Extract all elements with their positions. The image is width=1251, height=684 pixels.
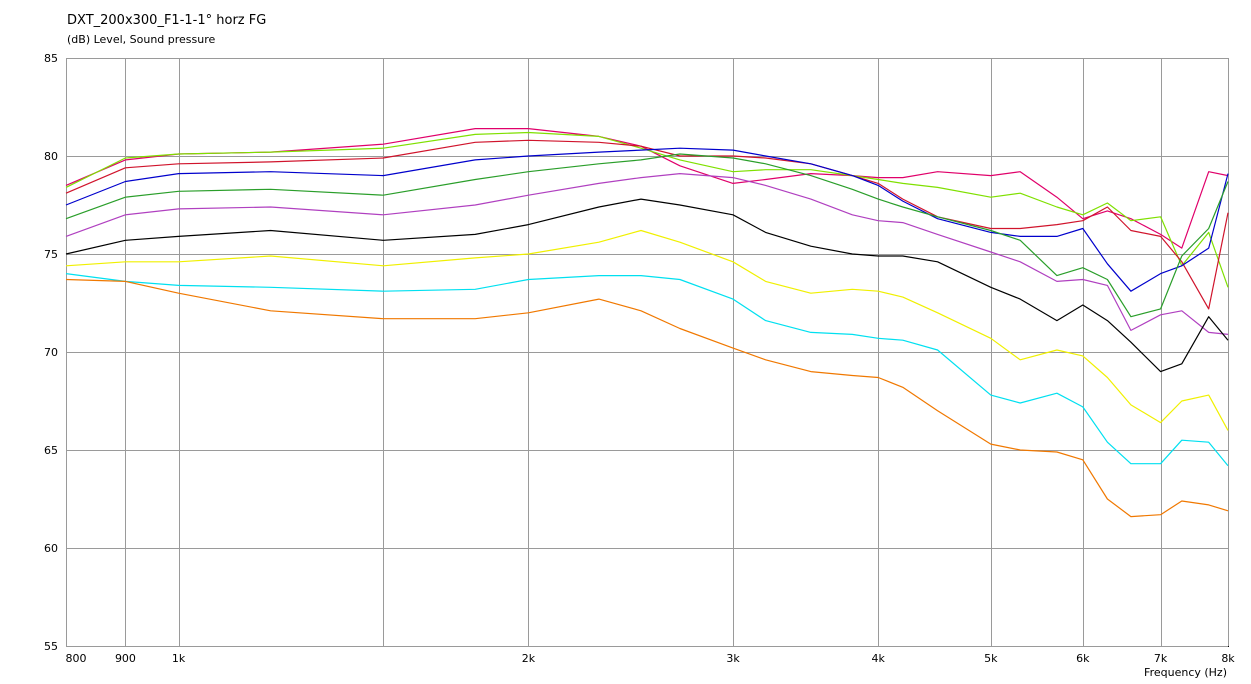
y-tick-label: 60: [44, 542, 58, 555]
x-tick-label: 6k: [1076, 652, 1090, 665]
x-tick-label: 3k: [726, 652, 740, 665]
chart-subtitle: (dB) Level, Sound pressure: [67, 33, 216, 46]
x-tick-label: 1k: [172, 652, 186, 665]
x-axis-label: Frequency (Hz): [1144, 666, 1227, 679]
y-tick-label: 55: [44, 640, 58, 653]
x-tick-label: 900: [115, 652, 136, 665]
series-line-9: [65, 273, 1229, 467]
y-tick-label: 80: [44, 150, 58, 163]
x-tick-label: 8k: [1221, 652, 1235, 665]
series-line-5: [65, 153, 1229, 318]
x-tick-label: 7k: [1154, 652, 1168, 665]
x-tick-label: 5k: [984, 652, 998, 665]
y-tick-label: 65: [44, 444, 58, 457]
x-tick-label: 4k: [872, 652, 886, 665]
y-tick-label: 75: [44, 248, 58, 261]
y-tick-label: 70: [44, 346, 58, 359]
y-axis-ticks: 85 80 75 70 65 60 55: [44, 52, 58, 653]
x-tick-label: 800: [66, 652, 87, 665]
series-line-4: [65, 147, 1229, 292]
x-tick-label: 2k: [522, 652, 536, 665]
series-layer: [65, 128, 1229, 518]
x-axis-ticks: 800 900 1k 2k 3k 4k 5k 6k 7k 8k: [66, 652, 1236, 665]
y-tick-label: 85: [44, 52, 58, 65]
series-line-6: [65, 173, 1229, 335]
series-line-10: [65, 278, 1229, 518]
chart-title: DXT_200x300_F1-1-1° horz FG: [67, 13, 267, 28]
series-line-7: [65, 198, 1229, 373]
series-line-8: [65, 229, 1229, 431]
